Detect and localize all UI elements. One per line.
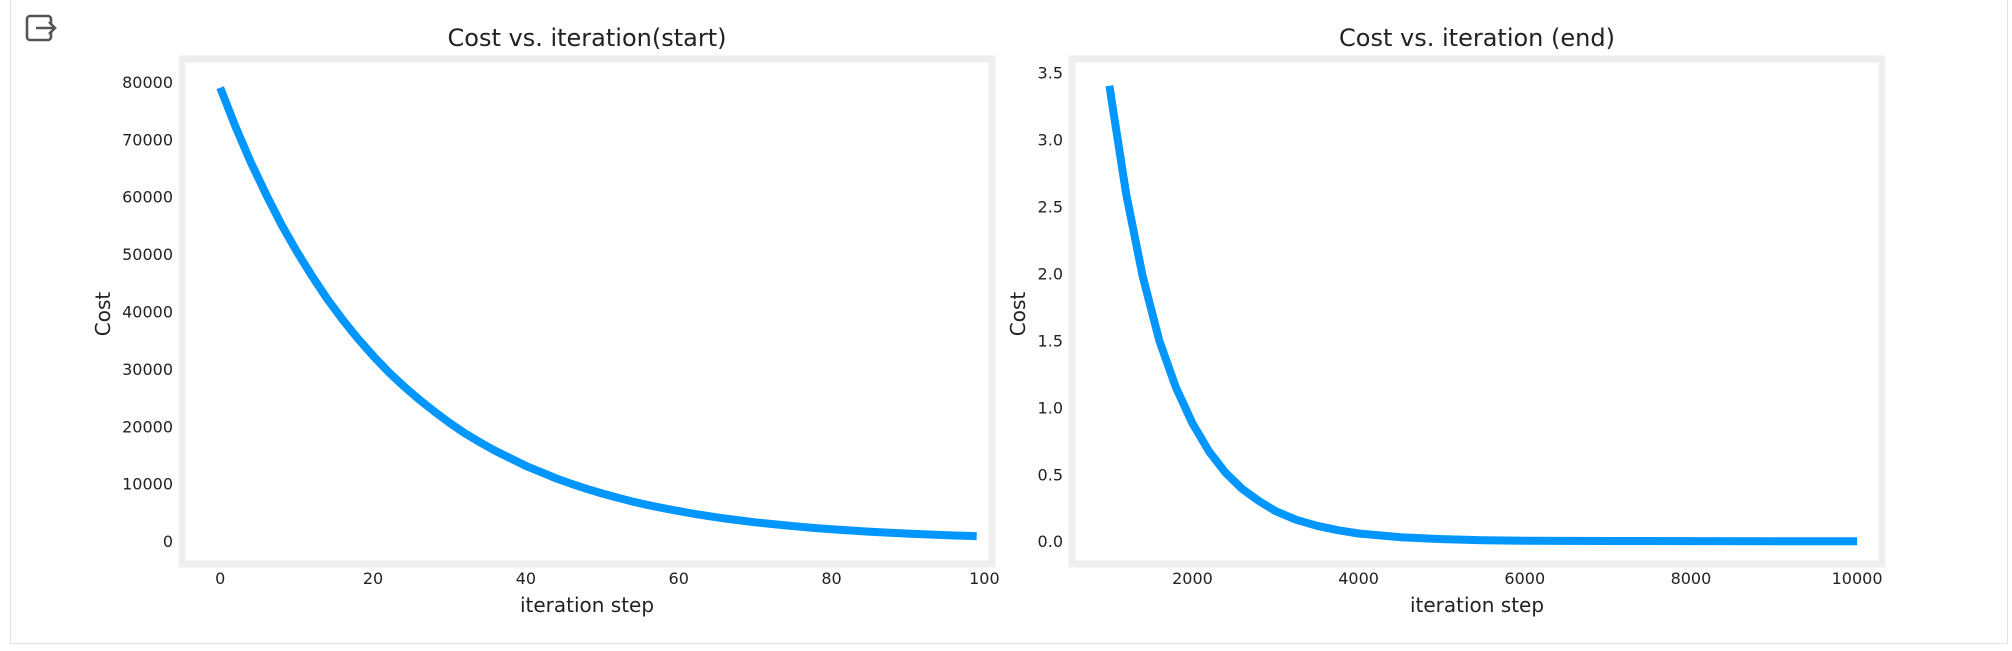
y-tick-label: 0 [163,532,173,551]
x-tick-label: 2000 [1172,569,1213,588]
x-tick-labels: 0 20 40 60 80 100 [215,569,1000,588]
chart-title: Cost vs. iteration (end) [1339,24,1615,52]
x-tick-label: 20 [363,569,383,588]
x-tick-label: 100 [969,569,1000,588]
x-axis-label: iteration step [1410,593,1544,617]
y-tick-label: 50000 [122,245,173,264]
y-tick-label: 10000 [122,475,173,494]
x-tick-label: 6000 [1504,569,1545,588]
y-axis-label: Cost [91,292,115,337]
x-tick-label: 0 [215,569,225,588]
output-expand-icon[interactable] [24,12,60,48]
y-tick-label: 1.0 [1038,398,1063,417]
y-tick-label: 40000 [122,303,173,322]
chart-start: Cost vs. iteration(start) iteration step… [91,24,1000,617]
y-tick-label: 60000 [122,188,173,207]
y-tick-labels: 0.0 0.5 1.0 1.5 2.0 2.5 3.0 3.5 [1038,63,1063,551]
plot-frame [178,55,996,568]
x-tick-label: 4000 [1338,569,1379,588]
x-tick-label: 8000 [1671,569,1712,588]
y-axis-label: Cost [1006,292,1030,337]
y-tick-label: 80000 [122,73,173,92]
x-tick-label: 40 [516,569,536,588]
y-tick-label: 2.0 [1038,264,1063,283]
y-tick-labels: 0 10000 20000 30000 40000 50000 60000 70000 8000… [122,73,173,551]
x-tick-labels: 2000 4000 6000 8000 10000 [1172,569,1882,588]
x-tick-label: 80 [821,569,841,588]
y-tick-label: 30000 [122,360,173,379]
series-line [1105,85,1858,546]
x-axis-label: iteration step [520,593,654,617]
x-tick-label: 60 [669,569,689,588]
series-line [216,86,977,541]
y-tick-label: 1.5 [1038,331,1063,350]
y-tick-label: 70000 [122,130,173,149]
chart-end: Cost vs. iteration (end) iteration step … [1006,24,1886,617]
chart-title: Cost vs. iteration(start) [448,24,727,52]
y-tick-label: 3.5 [1038,63,1063,82]
x-tick-label: 10000 [1832,569,1883,588]
y-tick-label: 2.5 [1038,197,1063,216]
y-tick-label: 3.0 [1038,130,1063,149]
y-tick-label: 0.0 [1038,532,1063,551]
y-tick-label: 0.5 [1038,465,1063,484]
y-tick-label: 20000 [122,417,173,436]
plot-frame [1068,55,1886,568]
